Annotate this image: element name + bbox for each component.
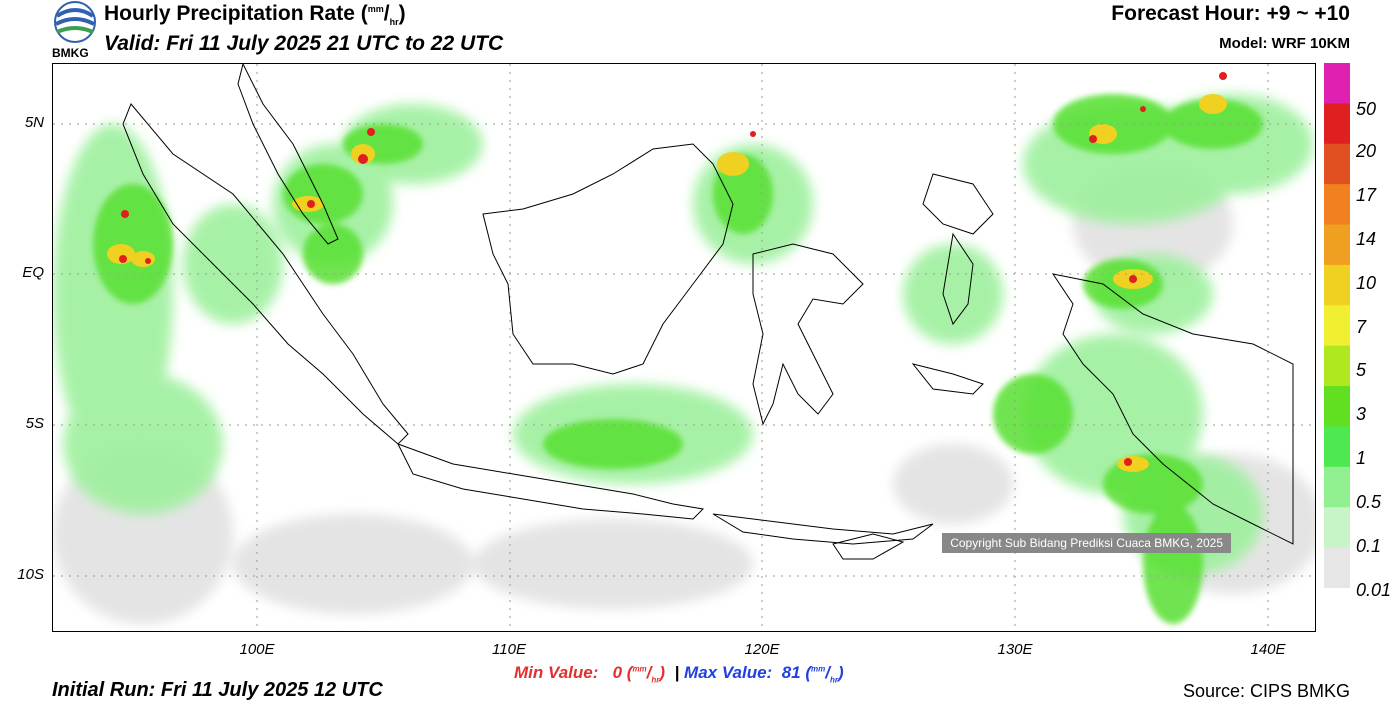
legend-swatch xyxy=(1324,426,1350,468)
legend-swatch xyxy=(1324,143,1350,185)
legend-swatch xyxy=(1324,103,1350,145)
java-outline xyxy=(396,443,705,520)
chart-title: Hourly Precipitation Rate (mm/hr) xyxy=(104,2,406,28)
max-unit-bottom: hr xyxy=(829,675,838,685)
lon-label-140e: 140E xyxy=(1250,641,1286,658)
legend-value-0-1: 0.1 xyxy=(1356,536,1382,556)
sumatra-outline xyxy=(122,103,409,445)
title-end: ) xyxy=(398,2,406,25)
legend-value-10: 10 xyxy=(1356,273,1377,293)
legend-colorbar xyxy=(1324,63,1350,588)
legend-value-7: 7 xyxy=(1356,317,1367,337)
new-guinea-outline xyxy=(1051,273,1294,545)
timor-outline xyxy=(832,533,905,560)
separator: | xyxy=(674,663,680,682)
max-value: 81 xyxy=(781,663,801,682)
mindanao-outline xyxy=(922,173,994,235)
initial-run: Initial Run: Fri 11 July 2025 12 UTC xyxy=(52,679,383,701)
title-main: Hourly Precipitation Rate ( xyxy=(104,2,368,25)
legend-swatch xyxy=(1324,264,1350,306)
min-max-values: Min Value: 0 (mm/hr) | Max Value: 81 (mm… xyxy=(514,663,844,685)
lat-label-eq: EQ xyxy=(22,264,44,281)
copyright-notice: Copyright Sub Bidang Prediksi Cuaca BMKG… xyxy=(942,533,1231,553)
lat-label-5n: 5N xyxy=(24,114,44,131)
coastlines xyxy=(122,64,1294,560)
max-label: Max Value: xyxy=(684,663,773,682)
legend-swatch xyxy=(1324,507,1350,549)
legend-swatch xyxy=(1324,305,1350,347)
legend-swatch xyxy=(1324,386,1350,427)
precipitation-map: Copyright Sub Bidang Prediksi Cuaca BMKG… xyxy=(52,63,1316,632)
seram-outline xyxy=(911,363,984,395)
legend-value-1: 1 xyxy=(1356,448,1367,468)
title-unit-bottom: hr xyxy=(389,17,399,28)
legend-swatch xyxy=(1324,184,1350,226)
legend-swatch xyxy=(1324,63,1350,104)
legend-value-17: 17 xyxy=(1356,185,1377,205)
legend-value-0-01: 0.01 xyxy=(1356,580,1392,600)
sulawesi-outline xyxy=(752,243,864,426)
legend-value-5: 5 xyxy=(1356,360,1367,380)
forecast-hour: Forecast Hour: +9 ~ +10 xyxy=(1111,2,1350,25)
map-canvas xyxy=(53,64,1315,631)
lat-label-10s: 10S xyxy=(17,566,44,583)
bmkg-logo xyxy=(54,1,96,43)
legend-swatch xyxy=(1324,345,1350,387)
malay-peninsula-outline xyxy=(237,64,339,245)
max-unit-top: mm xyxy=(811,664,826,674)
legend-value-0-5: 0.5 xyxy=(1356,492,1382,512)
intense-rain-cores xyxy=(119,72,1227,466)
legend-swatch xyxy=(1324,224,1350,266)
legend-value-3: 3 xyxy=(1356,404,1367,424)
logo-text: BMKG xyxy=(52,46,89,60)
legend-value-20: 20 xyxy=(1356,141,1377,161)
lon-label-100e: 100E xyxy=(239,641,275,658)
legend-value-50: 50 xyxy=(1356,99,1377,119)
min-unit-bottom: hr xyxy=(651,675,660,685)
valid-time: Valid: Fri 11 July 2025 21 UTC to 22 UTC xyxy=(104,32,504,55)
halmahera-outline xyxy=(942,232,974,326)
model-label: Model: WRF 10KM xyxy=(1219,35,1350,52)
lat-label-5s: 5S xyxy=(25,415,44,432)
lon-label-120e: 120E xyxy=(744,641,780,658)
legend-value-14: 14 xyxy=(1356,229,1377,249)
borneo-outline xyxy=(482,143,734,375)
min-value: 0 xyxy=(612,663,623,682)
min-unit-top: mm xyxy=(632,664,647,674)
lon-label-110e: 110E xyxy=(492,641,526,658)
lon-label-130e: 130E xyxy=(997,641,1033,658)
legend-swatch xyxy=(1324,466,1350,508)
source-label: Source: CIPS BMKG xyxy=(1182,681,1350,701)
min-label: Min Value: xyxy=(514,663,599,682)
graticule xyxy=(53,64,1315,631)
legend-swatch xyxy=(1324,547,1350,588)
title-unit-top: mm xyxy=(367,4,384,14)
lesser-sunda-outline xyxy=(712,513,934,545)
